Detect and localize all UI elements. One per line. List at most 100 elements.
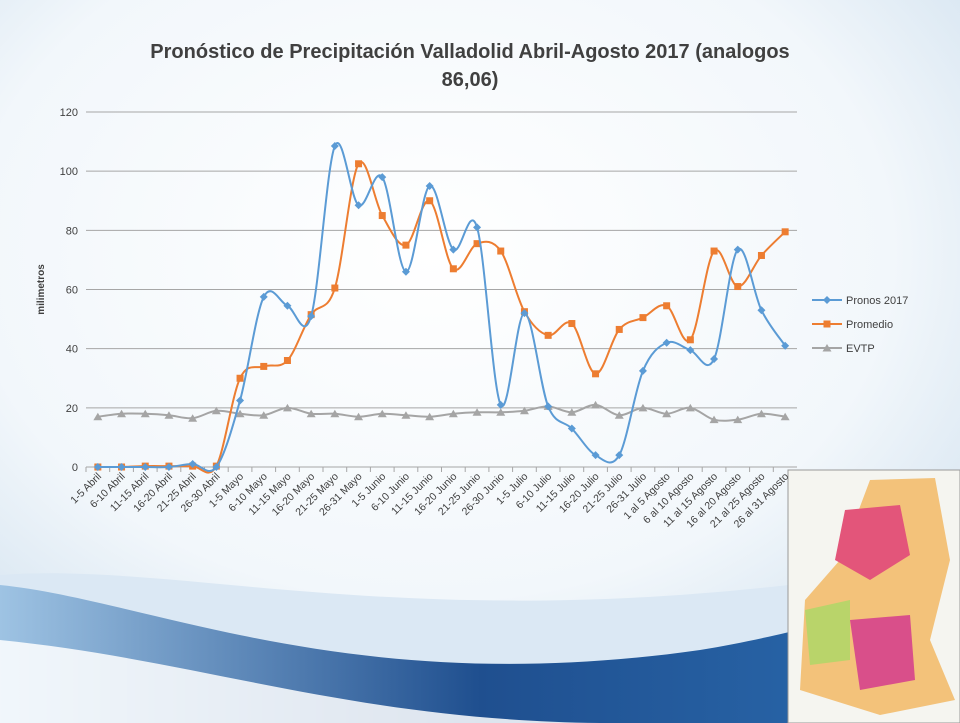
marker — [519, 406, 529, 415]
line — [97, 403, 786, 422]
marker — [823, 320, 831, 328]
marker — [757, 306, 766, 315]
marker — [544, 331, 552, 339]
legend-label: Promedio — [846, 319, 893, 331]
marker — [377, 409, 387, 418]
legend-label: Pronos 2017 — [846, 295, 908, 307]
marker — [638, 403, 648, 412]
marker — [615, 325, 623, 333]
marker — [378, 173, 387, 182]
marker — [823, 296, 831, 304]
y-tick-label: 80 — [66, 225, 78, 237]
marker — [236, 374, 244, 382]
series — [93, 400, 790, 424]
marker — [567, 408, 577, 416]
marker — [592, 370, 600, 378]
marker — [331, 284, 339, 292]
marker — [709, 415, 719, 424]
marker — [140, 409, 150, 418]
marker — [780, 412, 790, 421]
marker — [141, 463, 150, 471]
marker — [355, 160, 363, 168]
marker — [497, 247, 505, 255]
y-tick-label: 100 — [60, 166, 78, 178]
line — [97, 142, 786, 473]
marker — [282, 403, 292, 412]
marker — [781, 341, 790, 350]
y-tick-label: 60 — [66, 285, 78, 297]
marker — [615, 451, 624, 460]
marker — [733, 245, 742, 254]
marker — [93, 463, 102, 471]
marker — [93, 412, 103, 421]
marker — [567, 424, 576, 433]
marker — [448, 409, 458, 418]
marker — [259, 292, 268, 301]
y-axis-label: milimetros — [36, 264, 47, 315]
marker — [639, 314, 647, 322]
y-tick-label: 20 — [66, 403, 78, 415]
marker — [822, 344, 832, 352]
marker — [686, 346, 695, 355]
marker — [259, 411, 269, 419]
marker — [236, 396, 245, 405]
marker — [662, 338, 671, 347]
marker — [188, 414, 198, 422]
marker — [117, 409, 127, 418]
map-region — [835, 505, 910, 580]
marker — [449, 245, 458, 254]
marker — [354, 412, 364, 421]
marker — [496, 400, 505, 409]
marker — [663, 302, 671, 310]
marker — [473, 240, 481, 248]
marker — [260, 362, 268, 370]
chart-title: Pronóstico de Precipitación Valladolid A… — [150, 41, 790, 91]
marker — [449, 265, 457, 273]
marker — [733, 415, 743, 424]
marker — [378, 212, 386, 220]
swoosh — [0, 640, 600, 723]
y-tick-label: 120 — [60, 107, 78, 119]
marker — [591, 400, 601, 409]
marker — [354, 201, 363, 210]
marker — [401, 267, 410, 276]
marker — [472, 408, 482, 416]
marker — [591, 451, 600, 460]
marker — [117, 463, 126, 471]
marker — [710, 355, 719, 364]
legend-label: EVTP — [846, 343, 875, 355]
marker — [614, 411, 624, 419]
marker — [330, 409, 340, 418]
marker — [425, 412, 435, 421]
series — [94, 160, 789, 474]
marker — [662, 409, 672, 418]
marker — [568, 320, 576, 328]
marker — [426, 197, 434, 205]
marker — [188, 460, 197, 469]
marker — [164, 411, 174, 419]
marker — [401, 411, 411, 419]
marker — [425, 181, 434, 190]
map-region — [805, 600, 850, 665]
map-region — [850, 615, 915, 690]
marker — [283, 357, 291, 364]
y-tick-label: 0 — [72, 462, 78, 474]
marker — [212, 463, 221, 471]
y-tick-label: 40 — [66, 344, 78, 356]
marker — [756, 409, 766, 418]
marker — [781, 228, 789, 236]
marker — [520, 309, 529, 318]
series — [93, 142, 790, 473]
map-image — [787, 469, 960, 723]
marker — [685, 403, 695, 412]
marker — [496, 408, 506, 416]
marker — [757, 251, 765, 259]
marker — [710, 247, 718, 255]
marker — [473, 223, 482, 232]
marker — [283, 301, 292, 310]
marker — [211, 406, 221, 415]
marker — [638, 366, 647, 375]
